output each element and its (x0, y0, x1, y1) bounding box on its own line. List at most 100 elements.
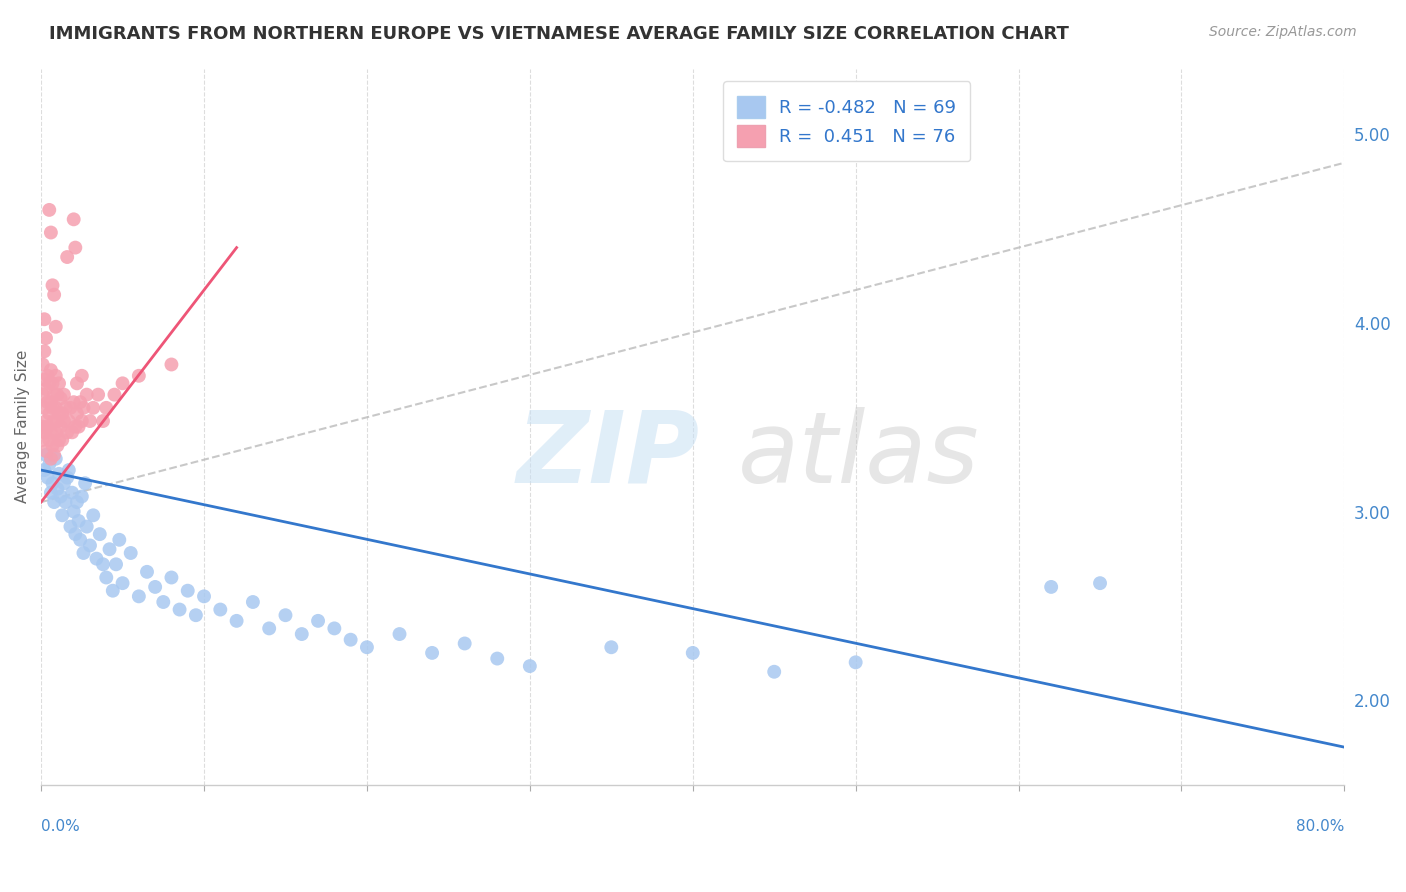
Point (31, 433, 53, 447)
Point (39, 395, 62, 409)
Point (55, 495, 77, 509)
Point (184, 608, 207, 623)
Point (58, 463, 80, 477)
Point (34, 312, 56, 326)
Point (72, 546, 94, 560)
Point (39, 363, 62, 377)
Point (59, 401, 82, 415)
Point (49, 490, 72, 504)
Point (31, 387, 53, 401)
Point (38, 407, 60, 421)
Point (38, 433, 60, 447)
Point (34, 401, 56, 415)
Point (37, 419, 59, 434)
Point (62, 395, 84, 409)
Point (44, 414, 66, 428)
Point (39, 425, 62, 440)
Legend: R = -0.482   N = 69, R =  0.451   N = 76: R = -0.482 N = 69, R = 0.451 N = 76 (723, 81, 970, 161)
Point (79, 538, 101, 552)
Point (160, 570, 183, 584)
Point (44, 448, 66, 462)
Point (48, 433, 70, 447)
Point (56, 250, 79, 264)
Point (62, 212, 84, 227)
Point (519, 659, 541, 673)
Point (101, 583, 124, 598)
Point (41, 476, 63, 491)
Point (44, 287, 66, 301)
Point (339, 632, 361, 647)
Point (98, 542, 121, 557)
Text: Source: ZipAtlas.com: Source: ZipAtlas.com (1209, 25, 1357, 39)
Point (41, 438, 63, 452)
Point (66, 407, 89, 421)
Text: IMMIGRANTS FROM NORTHERN EUROPE VS VIETNAMESE AVERAGE FAMILY SIZE CORRELATION CH: IMMIGRANTS FROM NORTHERN EUROPE VS VIETN… (49, 25, 1069, 43)
Point (486, 651, 509, 665)
Point (67, 419, 90, 434)
Point (38, 376, 60, 391)
Point (41, 376, 63, 391)
Point (45, 401, 67, 415)
Point (67, 514, 90, 528)
Text: ZIP: ZIP (517, 407, 700, 504)
Point (51, 508, 73, 523)
Point (69, 395, 91, 409)
Point (152, 595, 174, 609)
Point (52, 476, 75, 491)
Point (35, 331, 58, 345)
Point (39, 485, 62, 500)
Point (34, 463, 56, 477)
Text: atlas: atlas (738, 407, 980, 504)
Point (65, 241, 87, 255)
Point (177, 583, 200, 598)
Point (160, 358, 183, 372)
Point (89, 527, 111, 541)
Point (356, 640, 378, 655)
Y-axis label: Average Family Size: Average Family Size (15, 350, 30, 503)
Point (96, 570, 118, 584)
Point (65, 419, 87, 434)
Point (35, 448, 58, 462)
Point (76, 387, 98, 401)
Point (39, 226, 62, 240)
Point (682, 646, 704, 660)
Point (242, 595, 264, 609)
Point (52, 414, 75, 428)
Point (70, 490, 93, 504)
Point (51, 433, 73, 447)
Point (1088, 576, 1111, 591)
Point (274, 608, 297, 623)
Point (46, 414, 69, 428)
Point (209, 602, 232, 616)
Point (46, 482, 69, 496)
Point (70, 368, 93, 383)
Point (48, 467, 70, 481)
Point (46, 438, 69, 452)
Point (105, 558, 128, 572)
Point (35, 414, 58, 428)
Point (34, 373, 56, 387)
Point (108, 533, 131, 547)
Point (31, 358, 53, 372)
Point (193, 590, 215, 604)
Point (35, 382, 58, 396)
Point (111, 576, 134, 591)
Point (128, 368, 150, 383)
Point (453, 636, 475, 650)
Point (37, 470, 59, 484)
Point (66, 495, 89, 509)
Point (56, 470, 79, 484)
Point (70, 414, 93, 428)
Point (82, 401, 104, 415)
Point (38, 202, 60, 217)
Point (41, 278, 63, 293)
Point (91, 558, 114, 572)
Point (845, 656, 868, 670)
Point (420, 646, 443, 660)
Point (45, 319, 67, 334)
Point (37, 395, 59, 409)
Point (45, 368, 67, 383)
Point (120, 546, 142, 560)
Point (76, 519, 98, 533)
Point (37, 368, 59, 383)
